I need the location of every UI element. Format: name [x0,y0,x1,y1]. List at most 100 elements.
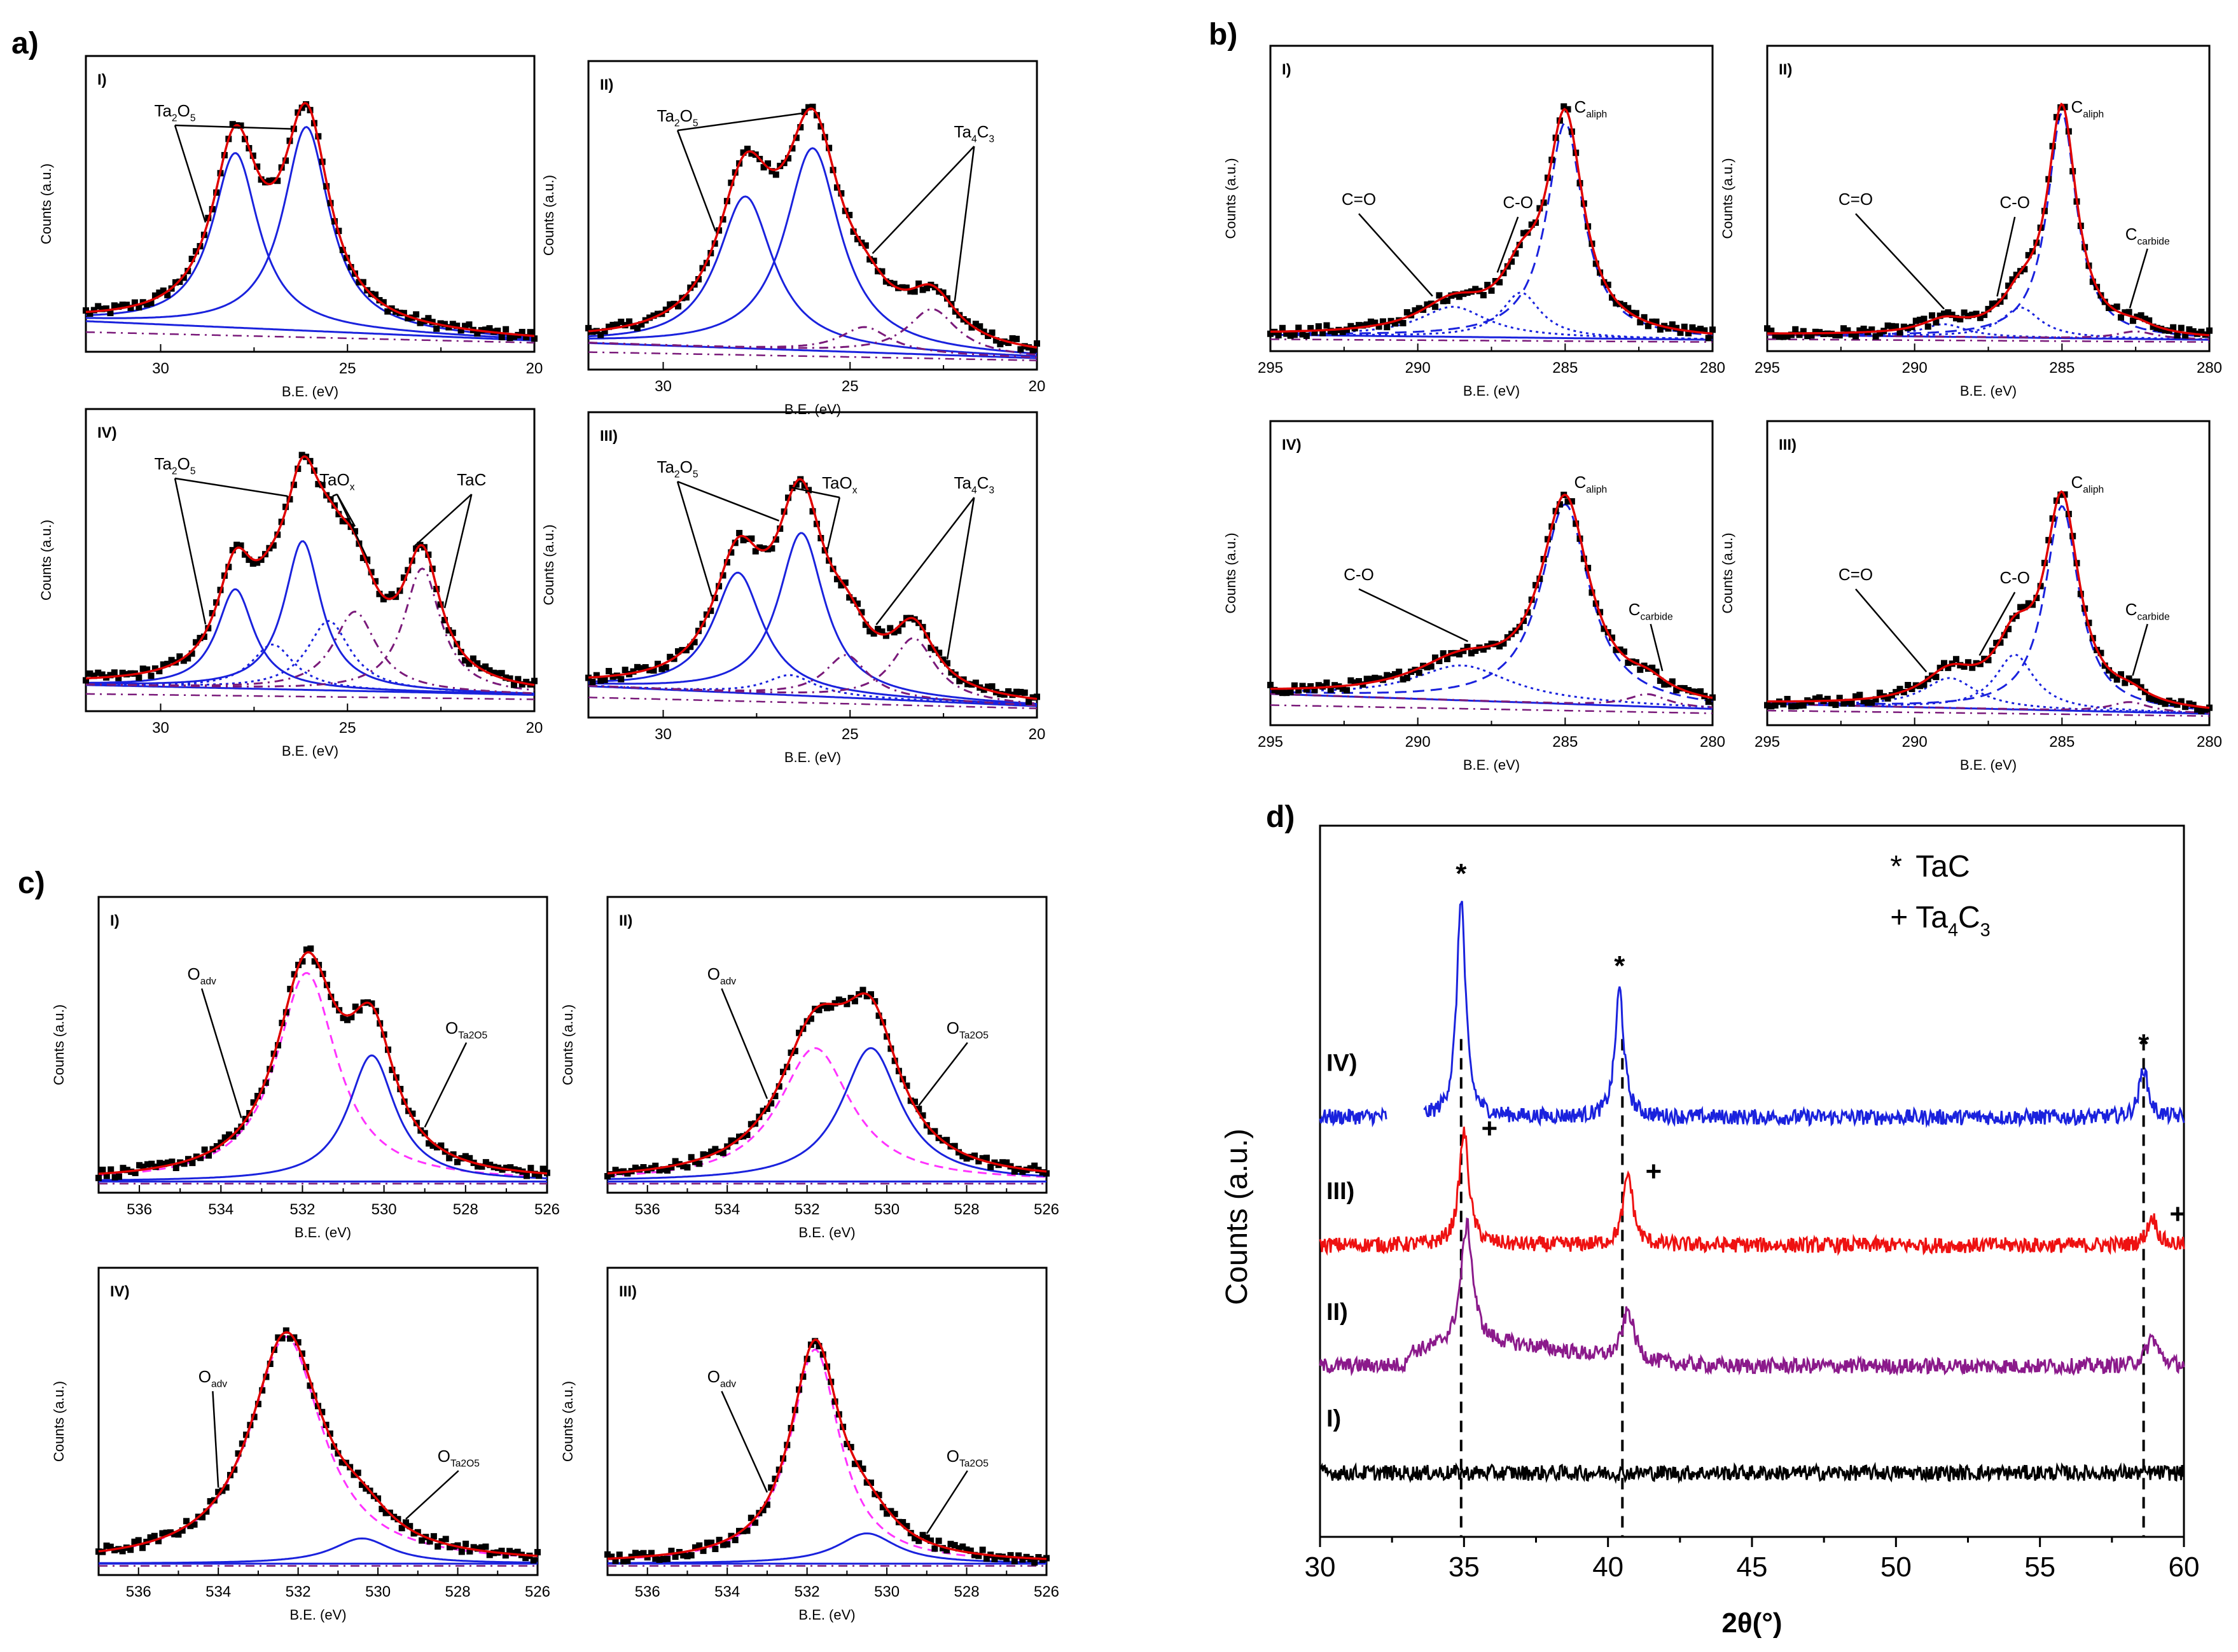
data-point [510,681,517,688]
data-point [2178,698,2185,705]
data-point [989,683,996,690]
series-label: II) [1326,1299,1348,1326]
data-point [1327,328,1334,335]
chart-b-II: 295 290 285 280 B.E. (eV) Counts (a.u.) II) C=O… [1720,45,2222,399]
data-point [200,633,207,640]
data-point [1705,335,1712,342]
data-point [518,681,525,688]
data-point [1709,326,1716,333]
data-point [675,303,681,310]
x-tick-label: 30 [1305,1551,1336,1583]
data-point [108,1166,115,1173]
data-point [199,1514,206,1521]
data-point [430,1533,437,1540]
data-point [1456,293,1463,300]
annotation-pointer [1978,592,2016,656]
data-point [951,1542,958,1549]
data-point [964,681,971,688]
data-point [928,644,935,651]
x-tick-label: 35 [1449,1551,1480,1583]
data-point [1436,292,1443,299]
data-point [612,1557,619,1564]
data-point [866,256,873,263]
data-point [123,302,130,309]
data-point [1848,700,1855,707]
data-point [1840,325,1847,332]
data-point [683,294,690,301]
data-point [249,152,256,159]
data-point [254,559,261,566]
data-point [2186,326,2193,333]
data-point [1295,324,1302,331]
data-point [668,1163,675,1170]
data-point [1415,305,1422,312]
data-point [487,1162,494,1169]
data-point [1868,699,1875,706]
data-point [847,994,854,1001]
data-point [1323,679,1330,686]
data-point [1480,646,1487,653]
data-point [696,1160,703,1167]
data-point [354,1469,361,1476]
data-point [131,1538,138,1545]
data-point [95,1548,102,1555]
data-point [907,288,914,295]
x-tick-label: 295 [1755,359,1780,377]
data-point [838,190,845,197]
data-point [851,1461,858,1468]
data-point [585,324,592,331]
component-peak-5 [588,637,1038,705]
data-point [523,334,530,341]
xrd-series-line [1423,901,2185,1128]
data-point [1961,309,1968,316]
data-point [462,323,469,330]
data-point [400,574,407,581]
data-point [863,1479,870,1486]
x-axis-label: 2θ(°) [1721,1607,1782,1639]
x-tick-label: 295 [1258,359,1283,377]
data-point [1621,648,1627,655]
data-point [875,1492,882,1499]
fit-envelope [98,951,548,1176]
data-point [275,1042,281,1049]
data-point [237,122,244,129]
data-point [879,268,886,275]
data-point [975,1158,982,1165]
data-point [891,628,898,635]
data-point [1275,332,1282,338]
data-point [772,1092,779,1099]
chart-c-IV: 536 534 532 530 528 526 B.E. (eV) Counts (a.u.)… [51,1267,550,1623]
annotation-label: Ta4C3 [954,122,994,144]
data-point [1701,327,1708,334]
data-point [868,991,874,998]
data-point [482,326,489,333]
data-point [2174,332,2181,339]
data-point [1981,655,1988,662]
data-point [660,1166,667,1173]
data-point [640,1550,647,1557]
data-point [1764,325,1770,332]
component-peak-2 [98,1537,538,1564]
data-point [1641,314,1648,321]
data-point [475,1163,482,1170]
data-point [523,1172,530,1179]
data-point [780,1069,786,1076]
data-point [1856,327,1863,334]
data-point [1941,660,1947,667]
x-tick-label: 534 [205,1583,231,1600]
annotation-label: Caliph [2071,473,2104,495]
x-tick-label: 530 [372,1201,397,1218]
data-point [879,1504,886,1511]
data-point [842,579,849,586]
data-point [388,591,395,598]
data-point [1428,663,1435,670]
data-point [156,289,163,296]
data-point [668,1548,675,1555]
x-tick-label: 536 [635,1201,660,1218]
data-point [311,958,318,965]
data-point [2146,317,2153,324]
data-point [793,481,800,488]
data-point [363,1485,370,1492]
data-point [863,992,870,999]
component-peak-3 [588,326,1038,359]
